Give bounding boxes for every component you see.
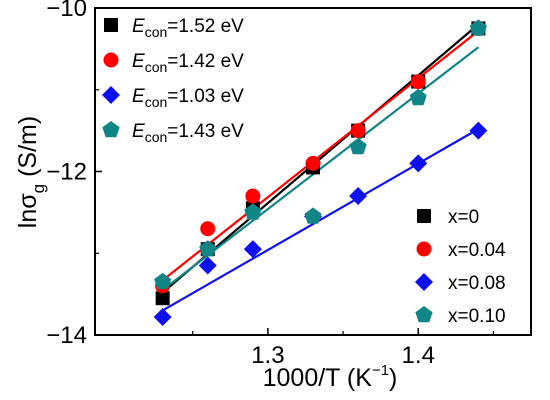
y-tick-label: −12 (46, 159, 87, 186)
legend-series-label-1: x=0.04 (448, 240, 506, 261)
data-point-1-5 (410, 74, 426, 90)
legend-series-label-3: x=0.10 (448, 306, 506, 327)
fit-line-1 (161, 30, 480, 282)
legend-energy-label-3: Econ=1.43 eV (132, 121, 244, 145)
legend-energy-marker-1 (103, 52, 119, 68)
data-point-3-4 (349, 138, 367, 155)
data-point-3-2 (244, 203, 262, 220)
legend-energy-label-0: Econ=1.52 eV (132, 16, 244, 40)
data-point-3-0 (154, 272, 172, 290)
data-point-2-2 (243, 240, 262, 259)
data-point-1-4 (350, 123, 366, 139)
legend-energy-marker-0 (104, 18, 118, 32)
legend-energy-marker-2 (102, 86, 120, 104)
legend-energy-label-2: Econ=1.03 eV (132, 86, 244, 110)
legend-series-marker-2 (415, 273, 433, 291)
data-point-2-6 (469, 121, 488, 140)
x-tick-label: 1.4 (402, 342, 435, 369)
data-point-1-2 (245, 188, 261, 204)
legend-series: x=0 x=0.04 x=0.08 x=0.10 (415, 207, 506, 327)
data-point-2-5 (409, 154, 428, 173)
y-axis-label: lnσg (S/m) (14, 116, 48, 228)
data-point-1-3 (305, 155, 321, 171)
data-point-1-1 (200, 221, 216, 237)
axis-ticks: 1.3 1.4 −10 −12 −14 (46, 0, 495, 369)
data-point-2-1 (198, 256, 217, 275)
y-tick-label: −14 (46, 322, 87, 349)
fit-line-2 (162, 128, 479, 312)
data-points (153, 19, 488, 327)
legend-energy-marker-3 (102, 121, 120, 138)
legend-series-marker-1 (416, 241, 432, 257)
legend-energy-label-1: Econ=1.42 eV (132, 51, 244, 75)
data-point-3-6 (469, 19, 487, 36)
data-point-2-4 (349, 187, 368, 206)
x-axis-label: 1000/T (K−1) (263, 362, 398, 392)
legend-series-marker-0 (417, 209, 431, 223)
legend-series-marker-3 (415, 306, 433, 323)
data-point-3-5 (409, 88, 427, 106)
y-tick-label: −10 (46, 0, 87, 22)
x-tick-label: 1.3 (251, 342, 284, 369)
fit-line-3 (161, 46, 480, 291)
legend-series-label-2: x=0.08 (448, 273, 506, 294)
data-point-3-3 (304, 207, 322, 224)
data-point-2-0 (153, 308, 172, 327)
legend-activation-energy: Econ=1.52 eV Econ=1.42 eV Econ=1.03 eV Econ… (102, 16, 244, 145)
data-point-3-1 (199, 240, 217, 257)
data-point-0-0 (155, 291, 170, 306)
legend-series-label-0: x=0 (448, 207, 479, 228)
